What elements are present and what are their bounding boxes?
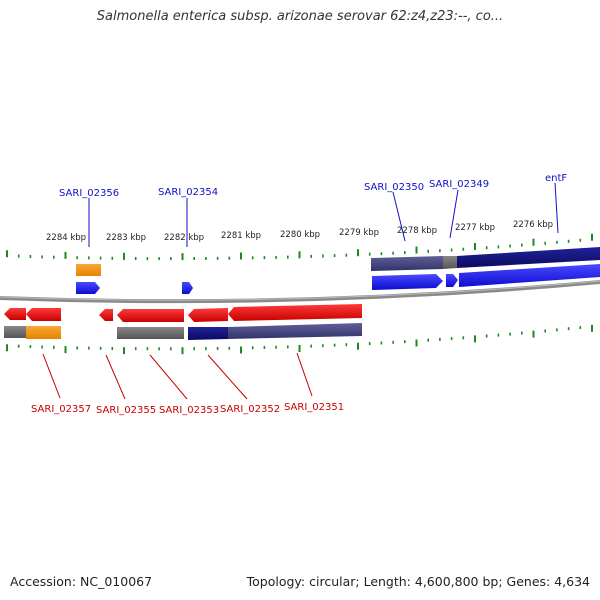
scale-label-2284: 2284 kbp bbox=[46, 233, 86, 243]
cds-orange-top[interactable] bbox=[76, 264, 101, 276]
gene-label-sari-02351[interactable]: SARI_02351 bbox=[284, 402, 344, 413]
scale-label-2277: 2277 kbp bbox=[455, 223, 495, 233]
gene-label-sari-02350[interactable]: SARI_02350 bbox=[364, 182, 424, 193]
scale-label-2281: 2281 kbp bbox=[221, 231, 261, 241]
accession-text: Accession: NC_010067 bbox=[10, 574, 153, 589]
topology-text: Topology: circular; Length: 4,600,800 bp… bbox=[246, 574, 590, 589]
scale-label-2278: 2278 kbp bbox=[397, 226, 437, 236]
callout-line-entf bbox=[554, 182, 559, 234]
gene-sari-02349-arrow[interactable] bbox=[446, 274, 458, 287]
callout-line-sari-02350 bbox=[392, 191, 406, 242]
scale-label-2282: 2282 kbp bbox=[164, 233, 204, 243]
gene-entf-arrow[interactable] bbox=[459, 264, 600, 287]
gene-label-sari-02355[interactable]: SARI_02355 bbox=[96, 405, 156, 416]
cds-navy-bottom[interactable] bbox=[188, 327, 228, 340]
callout-line-sari-02351 bbox=[296, 352, 313, 397]
gene-label-sari-02353[interactable]: SARI_02353 bbox=[159, 405, 219, 416]
gene-label-entf[interactable]: entF bbox=[545, 173, 567, 184]
callout-line-sari-02349 bbox=[449, 189, 459, 239]
gene-sari-02353-arrow[interactable] bbox=[117, 309, 184, 322]
scale-label-2276: 2276 kbp bbox=[513, 220, 553, 230]
gene-sari-02356-arrow[interactable] bbox=[76, 282, 100, 294]
callout-line-sari-02353 bbox=[149, 354, 188, 400]
cds-purple-top[interactable] bbox=[371, 256, 443, 271]
cds-purple-bottom[interactable] bbox=[228, 323, 362, 339]
scale-label-2280: 2280 kbp bbox=[280, 230, 320, 240]
scale-label-2279: 2279 kbp bbox=[339, 228, 379, 238]
genome-backbone-highlight bbox=[0, 280, 600, 301]
inner-scale-ticks bbox=[6, 324, 593, 355]
gene-label-sari-02357[interactable]: SARI_02357 bbox=[31, 404, 91, 415]
gene-sari-02352-arrow[interactable] bbox=[188, 308, 228, 322]
gene-label-sari-02349[interactable]: SARI_02349 bbox=[429, 179, 489, 190]
gene-sari-02354-arrow[interactable] bbox=[182, 282, 193, 294]
gene-sari-02355-arrow[interactable] bbox=[99, 309, 113, 321]
gene-sari-02357-arrow-b[interactable] bbox=[26, 308, 61, 321]
callout-line-sari-02352 bbox=[207, 354, 248, 400]
callout-line-sari-02357 bbox=[42, 353, 61, 399]
gene-label-sari-02356[interactable]: SARI_02356 bbox=[59, 188, 119, 199]
genome-backbone bbox=[0, 280, 600, 304]
cds-gray-bottom[interactable] bbox=[117, 327, 184, 339]
cds-gray-top[interactable] bbox=[443, 256, 457, 269]
outer-scale-ticks bbox=[6, 233, 593, 261]
cds-navy-top[interactable] bbox=[457, 247, 600, 268]
callout-line-sari-02355 bbox=[105, 354, 126, 400]
map-title: Salmonella enterica subsp. arizonae sero… bbox=[96, 9, 504, 24]
gene-sari-02351-arrow[interactable] bbox=[228, 304, 362, 321]
gene-sari-02350-arrow[interactable] bbox=[372, 274, 443, 290]
gene-label-sari-02352[interactable]: SARI_02352 bbox=[220, 404, 280, 415]
scale-label-2283: 2283 kbp bbox=[106, 233, 146, 243]
cds-gray-bottom-left[interactable] bbox=[4, 326, 26, 338]
gene-sari-02357-arrow-a[interactable] bbox=[4, 308, 26, 320]
gene-label-sari-02354[interactable]: SARI_02354 bbox=[158, 187, 218, 198]
cds-orange-bottom[interactable] bbox=[26, 326, 61, 339]
